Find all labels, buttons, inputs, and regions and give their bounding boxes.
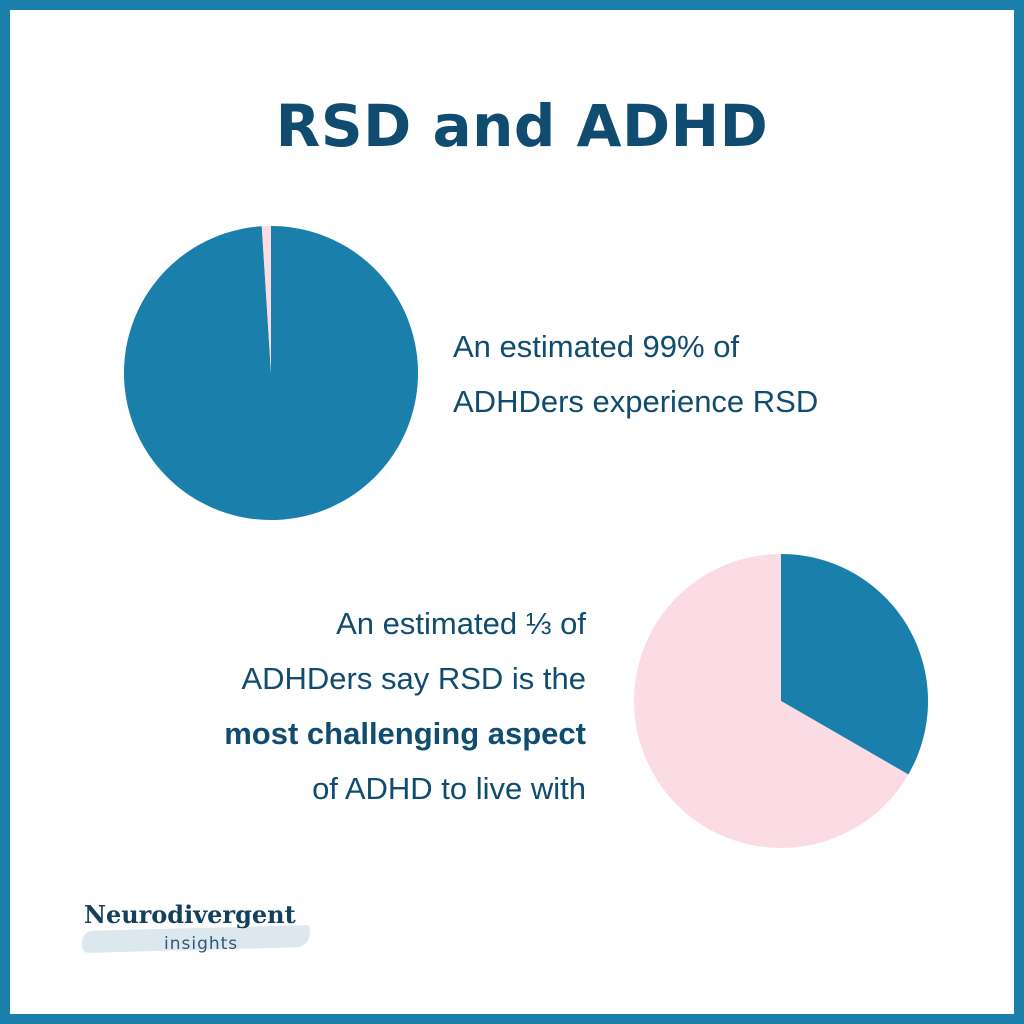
pie-slice-0 [781, 553, 929, 775]
pie-slice-1 [261, 225, 271, 373]
caption-line: ADHDers say RSD is the [241, 661, 586, 696]
pie-slice-1 [633, 553, 909, 849]
caption-rsd-challenge: An estimated ⅓ of ADHDers say RSD is the… [110, 596, 586, 816]
caption-line-emphasis: most challenging aspect [224, 716, 586, 751]
pie-slice-0 [123, 225, 419, 521]
logo: Neurodivergent insights [80, 898, 320, 968]
logo-subtitle: insights [164, 934, 239, 954]
caption-line: An estimated ⅓ of [336, 606, 586, 641]
logo-name: Neurodivergent [84, 900, 296, 929]
pie-chart-rsd-prevalence [123, 225, 419, 521]
caption-line: ADHDers experience RSD [453, 384, 819, 419]
pie-chart-rsd-challenge [633, 553, 929, 849]
caption-line: of ADHD to live with [312, 771, 586, 806]
caption-line: An estimated 99% of [453, 329, 740, 364]
caption-rsd-prevalence: An estimated 99% of ADHDers experience R… [453, 319, 818, 429]
page-title: RSD and ADHD [275, 92, 769, 160]
